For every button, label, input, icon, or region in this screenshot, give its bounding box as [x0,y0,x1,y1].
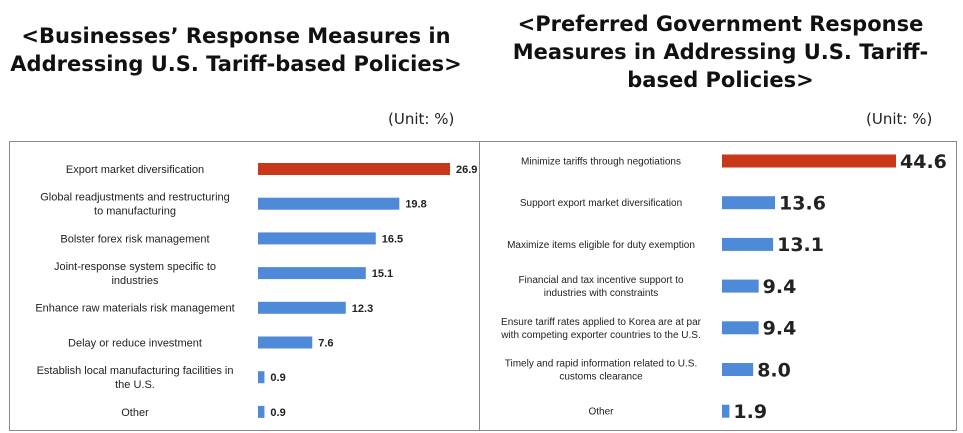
right-bar-3 [722,279,759,293]
left-bar-chart: Export market diversification 26.9 Global … [35,163,477,419]
left-value-label-5: 7.6 [318,337,333,349]
right-chart-panel: Minimize tariffs through negotiations 44.… [479,141,957,431]
left-bar-0 [258,163,450,175]
right-value-label-4: 9.4 [763,318,797,340]
left-category-label-3: Joint-response system specific to industr… [54,261,216,287]
right-value-label-5: 8.0 [757,359,791,381]
left-category-label-2: Bolster forex risk management [60,233,209,245]
left-value-label-0: 26.9 [456,164,477,176]
right-value-label-3: 9.4 [763,276,797,298]
right-category-label-1: Support export market diversification [520,198,682,209]
left-bar-7 [258,405,265,418]
right-unit-label: (Unit: %) [866,110,933,128]
left-bar-2 [258,232,376,245]
right-bar-1 [722,196,776,210]
left-value-label-6: 0.9 [270,372,285,384]
right-category-label-5: Timely and rapid information related to … [505,359,698,383]
right-chart-title-line1: <Preferred Government Response [517,12,924,36]
left-category-label-6: Establish local manufacturing facilities… [37,365,234,391]
right-category-label-4: Ensure tariff rates applied to Korea are… [500,317,701,341]
right-value-label-2: 13.1 [777,234,824,256]
right-bar-chart: Minimize tariffs through negotiations 44.… [500,151,947,423]
right-chart-title-line3: based Policies> [627,68,814,92]
left-value-label-7: 0.9 [270,407,285,419]
left-bar-3 [258,267,366,280]
right-bar-4 [722,321,759,335]
left-chart-title-line1: <Businesses’ Response Measures in [21,24,451,48]
left-chart-title-line2: Addressing U.S. Tariff-based Policies> [10,52,462,76]
left-bar-4 [258,301,346,314]
right-value-label-1: 13.6 [779,193,826,215]
left-category-label-4: Enhance raw materials risk management [35,303,234,315]
left-value-label-4: 12.3 [352,303,373,315]
right-bar-0 [722,154,896,168]
right-bar-5 [722,363,754,376]
right-category-label-3: Financial and tax incentive support to in… [518,275,684,299]
right-category-label-2: Maximize items eligible for duty exempti… [507,240,695,251]
right-category-label-6: Other [588,407,614,418]
right-chart-title: <Preferred Government Response Measures … [488,10,953,94]
right-category-label-0: Minimize tariffs through negotiations [521,157,681,168]
left-category-label-0: Export market diversification [66,164,204,176]
right-value-label-0: 44.6 [900,151,947,173]
left-chart-title: <Businesses’ Response Measures in Addres… [10,22,462,78]
left-value-label-3: 15.1 [372,268,393,280]
right-bar-6 [722,404,730,418]
left-bar-6 [258,371,265,384]
right-bar-2 [722,237,774,251]
left-bar-1 [258,197,400,210]
left-value-label-1: 19.8 [405,199,426,211]
left-bar-5 [258,336,313,349]
left-category-label-5: Delay or reduce investment [68,337,202,349]
right-value-label-6: 1.9 [733,401,767,423]
left-category-label-7: Other [121,407,149,419]
left-chart-panel: Export market diversification 26.9 Global … [9,141,480,431]
left-category-label-1: Global readjustments and restructuring to… [40,192,230,218]
right-chart-title-line2: Measures in Addressing U.S. Tariff- [512,40,929,64]
left-value-label-2: 16.5 [382,233,403,245]
left-unit-label: (Unit: %) [388,110,455,128]
